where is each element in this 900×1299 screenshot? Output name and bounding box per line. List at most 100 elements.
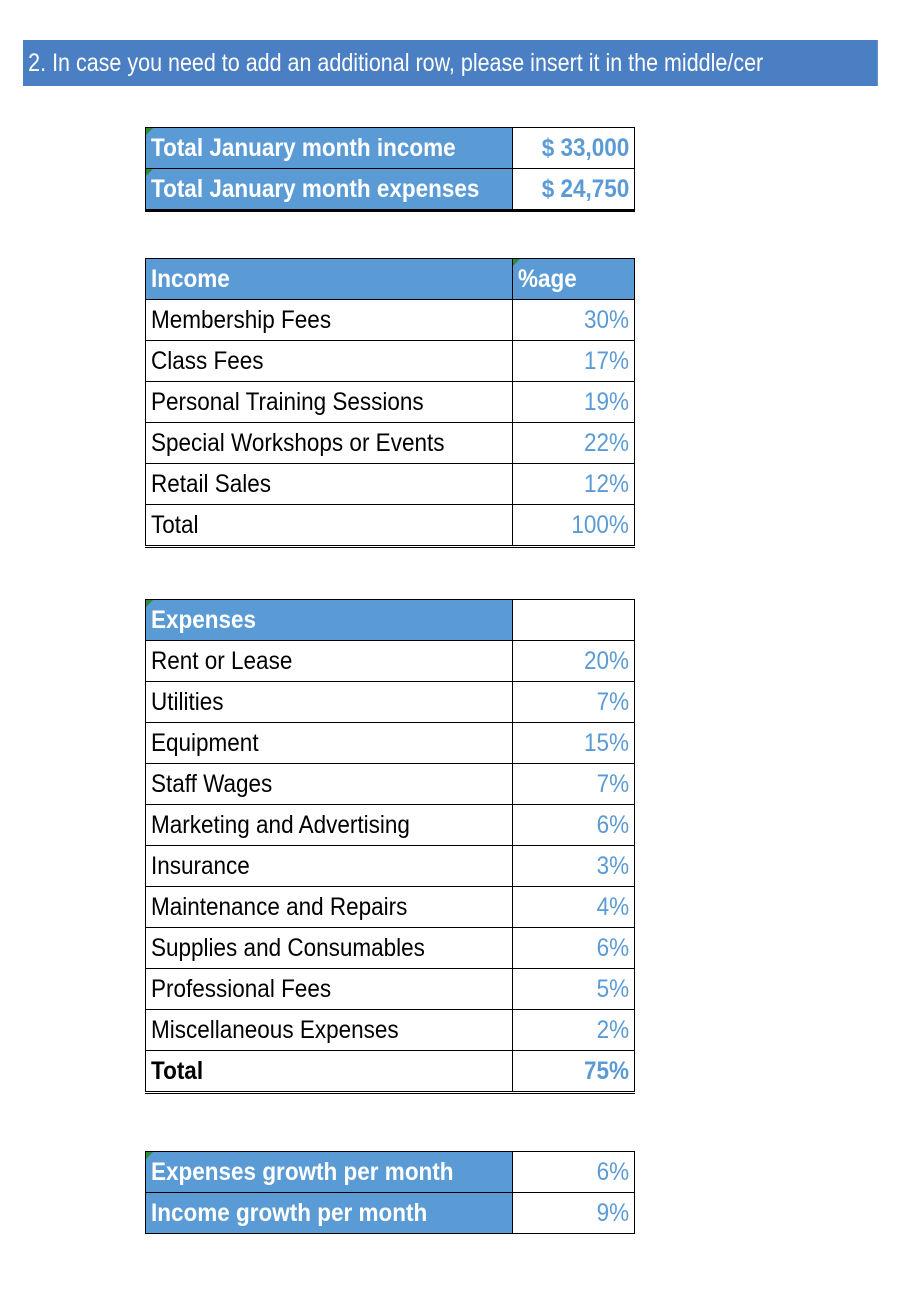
cell-text: 19% <box>583 388 629 416</box>
income-row-label[interactable]: Class Fees <box>145 340 513 382</box>
cell-text: Miscellaneous Expenses <box>151 1016 399 1044</box>
expense-row-value[interactable]: 20% <box>512 640 635 682</box>
table-row: Retail Sales 12% <box>145 463 635 505</box>
summary-row-expenses: Total January month expenses $ 24,750 <box>145 168 635 212</box>
instruction-banner: 2. In case you need to add an additional… <box>23 40 878 86</box>
table-row: Miscellaneous Expenses 2% <box>145 1009 635 1051</box>
cell-text: Rent or Lease <box>151 647 293 675</box>
table-row: Personal Training Sessions 19% <box>145 381 635 423</box>
table-row: Maintenance and Repairs 4% <box>145 886 635 928</box>
cell-text: Equipment <box>151 729 259 757</box>
income-header-row: Income %age <box>145 258 635 300</box>
cell-text: Total <box>151 1057 204 1085</box>
cell-text: 12% <box>583 470 629 498</box>
expense-row-label[interactable]: Insurance <box>145 845 513 887</box>
income-row-label[interactable]: Retail Sales <box>145 463 513 505</box>
cell-text: 6% <box>596 934 629 962</box>
income-growth-label[interactable]: Income growth per month <box>145 1192 513 1234</box>
expenses-total-value[interactable]: 75% <box>512 1050 635 1094</box>
income-header-label[interactable]: Income <box>145 258 513 300</box>
income-row-value[interactable]: 30% <box>512 299 635 341</box>
summary-income-value[interactable]: $ 33,000 <box>512 127 635 169</box>
cell-text: Expenses growth per month <box>151 1158 454 1186</box>
summary-income-label[interactable]: Total January month income <box>145 127 513 169</box>
income-row-value[interactable]: 19% <box>512 381 635 423</box>
expense-row-value[interactable]: 4% <box>512 886 635 928</box>
income-row-label[interactable]: Special Workshops or Events <box>145 422 513 464</box>
income-row-value[interactable]: 22% <box>512 422 635 464</box>
expense-row-label[interactable]: Marketing and Advertising <box>145 804 513 846</box>
cell-text: Total <box>151 511 199 539</box>
expenses-header-value[interactable] <box>512 599 635 641</box>
income-row-value[interactable]: 12% <box>512 463 635 505</box>
cell-text: Maintenance and Repairs <box>151 893 408 921</box>
income-table: Income %age Membership Fees 30% Class Fe… <box>145 258 635 548</box>
table-row: Marketing and Advertising 6% <box>145 804 635 846</box>
expense-row-label[interactable]: Staff Wages <box>145 763 513 805</box>
cell-text: 4% <box>596 893 629 921</box>
cell-text: 3% <box>596 852 629 880</box>
cell-text: 100% <box>571 511 629 539</box>
expense-row-value[interactable]: 7% <box>512 681 635 723</box>
summary-table: Total January month income $ 33,000 Tota… <box>145 127 635 212</box>
cell-text: Income growth per month <box>151 1199 428 1227</box>
income-header-percent[interactable]: %age <box>512 258 635 300</box>
cell-text: 15% <box>583 729 629 757</box>
cell-text: 9% <box>596 1199 629 1227</box>
table-row: Utilities 7% <box>145 681 635 723</box>
expense-row-label[interactable]: Miscellaneous Expenses <box>145 1009 513 1051</box>
expense-row-label[interactable]: Maintenance and Repairs <box>145 886 513 928</box>
cell-text: Expenses <box>151 606 257 634</box>
cell-text: Staff Wages <box>151 770 273 798</box>
expense-row-value[interactable]: 5% <box>512 968 635 1010</box>
expense-row-label[interactable]: Professional Fees <box>145 968 513 1010</box>
table-row: Class Fees 17% <box>145 340 635 382</box>
income-row-label[interactable]: Personal Training Sessions <box>145 381 513 423</box>
expense-row-label[interactable]: Supplies and Consumables <box>145 927 513 969</box>
expense-row-value[interactable]: 7% <box>512 763 635 805</box>
expenses-total-label[interactable]: Total <box>145 1050 513 1094</box>
growth-row-income: Income growth per month 9% <box>145 1192 635 1234</box>
summary-expenses-label[interactable]: Total January month expenses <box>145 168 513 212</box>
expense-row-value[interactable]: 15% <box>512 722 635 764</box>
expense-row-label[interactable]: Equipment <box>145 722 513 764</box>
cell-text: Retail Sales <box>151 470 272 498</box>
summary-expenses-value[interactable]: $ 24,750 <box>512 168 635 212</box>
income-row-value[interactable]: 17% <box>512 340 635 382</box>
expense-row-label[interactable]: Utilities <box>145 681 513 723</box>
expense-row-value[interactable]: 3% <box>512 845 635 887</box>
table-row: Membership Fees 30% <box>145 299 635 341</box>
cell-text: Insurance <box>151 852 250 880</box>
cell-text: Supplies and Consumables <box>151 934 425 962</box>
cell-text: Marketing and Advertising <box>151 811 410 839</box>
expenses-header-label[interactable]: Expenses <box>145 599 513 641</box>
expense-row-value[interactable]: 2% <box>512 1009 635 1051</box>
income-total-label[interactable]: Total <box>145 504 513 548</box>
cell-text: 6% <box>596 1158 629 1186</box>
income-row-label[interactable]: Membership Fees <box>145 299 513 341</box>
income-total-row: Total 100% <box>145 504 635 548</box>
cell-text: 30% <box>583 306 629 334</box>
expenses-growth-label[interactable]: Expenses growth per month <box>145 1151 513 1193</box>
table-row: Equipment 15% <box>145 722 635 764</box>
cell-text: 5% <box>596 975 629 1003</box>
cell-text: 7% <box>596 770 629 798</box>
income-total-value[interactable]: 100% <box>512 504 635 548</box>
expenses-total-row: Total 75% <box>145 1050 635 1094</box>
expense-row-value[interactable]: 6% <box>512 804 635 846</box>
income-growth-value[interactable]: 9% <box>512 1192 635 1234</box>
cell-text: Total January month income <box>151 134 456 162</box>
expense-row-value[interactable]: 6% <box>512 927 635 969</box>
cell-text: 6% <box>596 811 629 839</box>
cell-text: 7% <box>596 688 629 716</box>
cell-text: Class Fees <box>151 347 264 375</box>
summary-row-income: Total January month income $ 33,000 <box>145 127 635 169</box>
cell-text: $ 33,000 <box>541 134 629 162</box>
cell-text: Membership Fees <box>151 306 332 334</box>
table-row: Rent or Lease 20% <box>145 640 635 682</box>
expenses-growth-value[interactable]: 6% <box>512 1151 635 1193</box>
cell-text: Total January month expenses <box>151 175 480 203</box>
table-row: Staff Wages 7% <box>145 763 635 805</box>
table-row: Insurance 3% <box>145 845 635 887</box>
expense-row-label[interactable]: Rent or Lease <box>145 640 513 682</box>
